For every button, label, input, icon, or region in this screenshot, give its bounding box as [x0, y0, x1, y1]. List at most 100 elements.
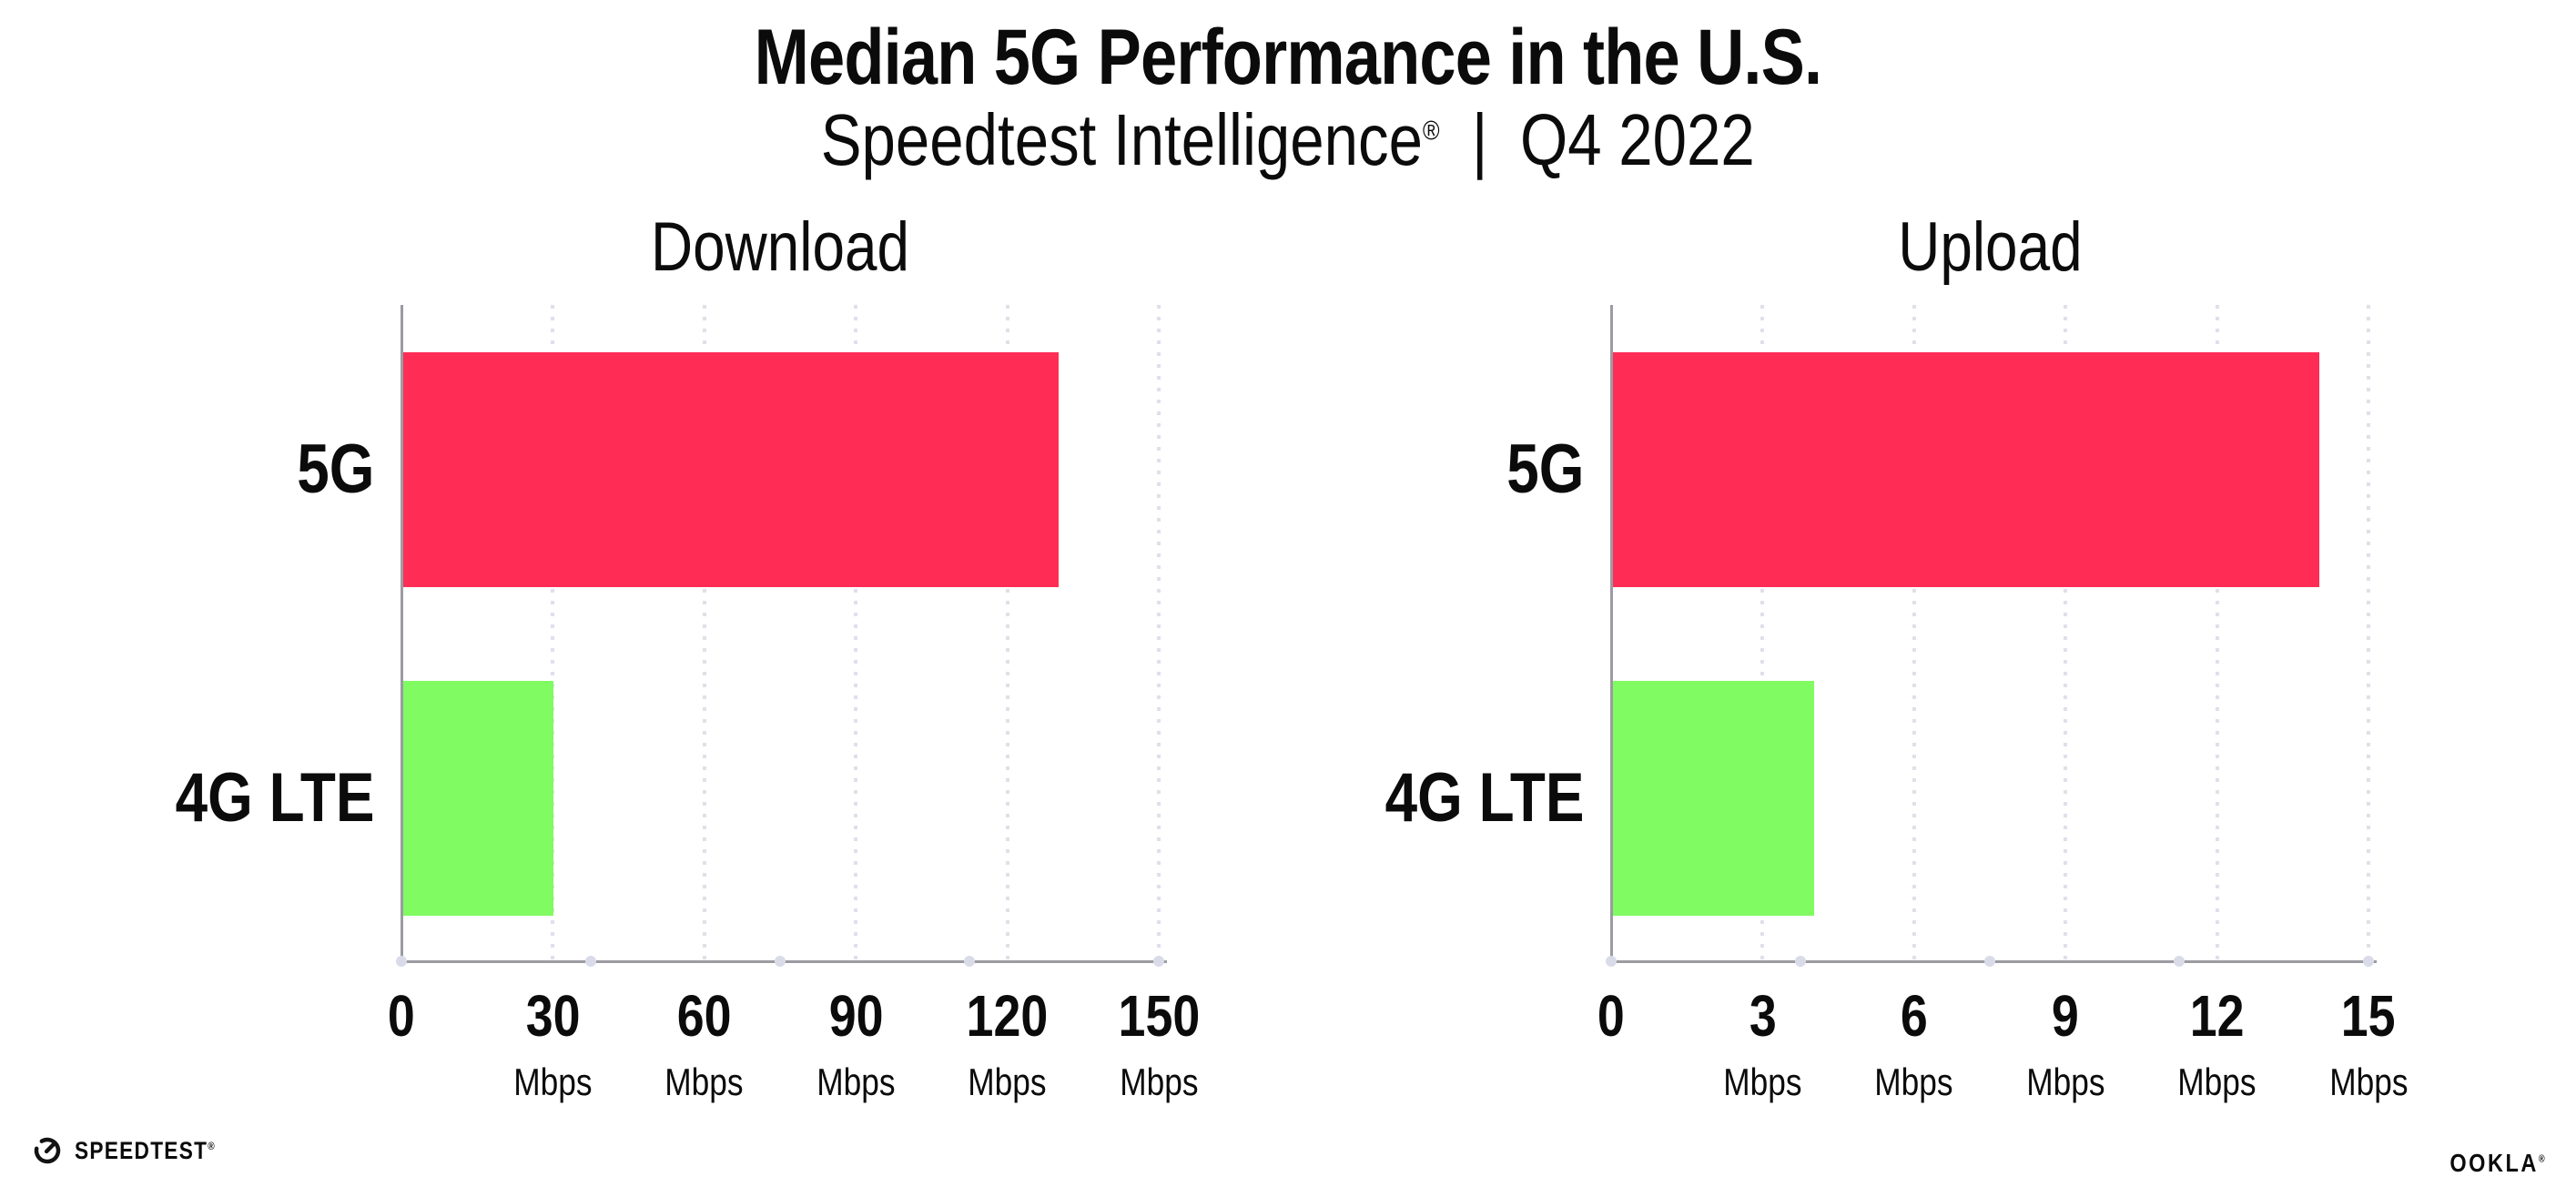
tick-label-90-text: 90 [828, 983, 884, 1049]
tick-label-150-text: 150 [1118, 983, 1200, 1049]
download-chart-title: Download [310, 208, 1250, 287]
speedtest-logo-wordmark: SPEEDTEST® [75, 1137, 216, 1165]
category-label-5g: 5G [1274, 433, 1584, 506]
tick-unit-120: Mbps [898, 1060, 1117, 1104]
category-label-5g: 5G [65, 433, 374, 506]
gridline-30 [551, 305, 555, 960]
tick-label-30: 30 [443, 982, 662, 1050]
axis-dot-1 [585, 956, 596, 967]
tick-unit-15: Mbps [2259, 1060, 2478, 1104]
axis-dot-2 [1984, 956, 1995, 967]
tick-label-60-text: 60 [676, 983, 732, 1049]
tick-label-12-text: 12 [2189, 983, 2245, 1049]
category-label-4g-lte: 4G LTE [1274, 762, 1584, 835]
tick-label-15: 15 [2259, 982, 2478, 1050]
tick-unit-9-text: Mbps [2026, 1060, 2105, 1103]
download-y-axis [401, 305, 403, 962]
tick-unit-60-text: Mbps [664, 1060, 744, 1103]
axis-dot-0 [1606, 956, 1617, 967]
tick-label-3-text: 3 [1749, 983, 1777, 1049]
gridline-9 [2064, 305, 2068, 960]
subtitle-divider: | [1472, 99, 1488, 180]
tick-unit-3: Mbps [1653, 1060, 1871, 1104]
tick-label-150: 150 [1050, 982, 1268, 1050]
page-subtitle-text: Speedtest Intelligence® | Q4 2022 [821, 98, 1755, 182]
tick-label-9-text: 9 [2052, 983, 2080, 1049]
ookla-logo-text: OOKLA [2449, 1149, 2539, 1177]
speedtest-logo-text: SPEEDTEST [75, 1136, 208, 1164]
gridline-6 [1912, 305, 1916, 960]
ookla-logo-wordmark: OOKLA® [2449, 1149, 2547, 1178]
gridline-3 [1760, 305, 1765, 960]
speedtest-gauge-icon [34, 1137, 61, 1164]
axis-dot-0 [396, 956, 407, 967]
category-label-4g-lte-text: 4G LTE [175, 759, 374, 837]
bar-5g-download [402, 352, 1060, 587]
subtitle-product: Speedtest Intelligence [820, 99, 1424, 180]
bar-5g-upload [1612, 352, 2319, 587]
category-label-4g-lte-text: 4G LTE [1384, 759, 1584, 837]
tick-unit-6-text: Mbps [1874, 1060, 1953, 1103]
tick-label-6: 6 [1805, 982, 2023, 1050]
category-label-5g-text: 5G [1506, 431, 1584, 508]
bar-4g-lte-upload [1612, 681, 1814, 916]
tick-unit-120-text: Mbps [968, 1060, 1047, 1103]
gridline-150 [1157, 305, 1161, 960]
tick-label-0-text: 0 [388, 983, 415, 1049]
tick-unit-3-text: Mbps [1723, 1060, 1802, 1103]
upload-y-axis [1610, 305, 1613, 962]
tick-label-15-text: 15 [2341, 983, 2396, 1049]
speedtest-logo: SPEEDTEST® [33, 1136, 242, 1165]
tick-unit-150: Mbps [1050, 1060, 1268, 1104]
category-label-5g-text: 5G [296, 431, 374, 508]
download-chart-title-text: Download [651, 208, 909, 286]
tick-unit-30-text: Mbps [513, 1060, 593, 1103]
tick-unit-60: Mbps [595, 1060, 814, 1104]
upload-chart-title-text: Upload [1897, 208, 2083, 286]
upload-chart-title: Upload [1520, 208, 2459, 287]
page-title: Median 5G Performance in the U.S. [0, 13, 2576, 103]
axis-dot-3 [2174, 956, 2185, 967]
category-label-4g-lte: 4G LTE [65, 762, 374, 835]
tick-label-3: 3 [1653, 982, 1871, 1050]
axis-dot-2 [775, 956, 786, 967]
tick-unit-9: Mbps [1956, 1060, 2175, 1104]
gridline-12 [2215, 305, 2219, 960]
gridline-120 [1005, 305, 1009, 960]
tick-label-120: 120 [898, 982, 1117, 1050]
axis-dot-1 [1795, 956, 1806, 967]
tick-unit-150-text: Mbps [1119, 1060, 1199, 1103]
tick-label-90: 90 [746, 982, 965, 1050]
tick-unit-6: Mbps [1805, 1060, 2023, 1104]
tick-label-0: 0 [1502, 982, 1720, 1050]
tick-unit-12-text: Mbps [2177, 1060, 2257, 1103]
page-subtitle: Speedtest Intelligence® | Q4 2022 [0, 98, 2576, 182]
tick-label-0: 0 [292, 982, 511, 1050]
gridline-90 [854, 305, 858, 960]
tick-unit-90-text: Mbps [816, 1060, 896, 1103]
tick-label-9: 9 [1956, 982, 2175, 1050]
tick-label-30-text: 30 [525, 983, 581, 1049]
subtitle-period: Q4 2022 [1520, 99, 1756, 180]
tick-label-60: 60 [595, 982, 814, 1050]
registered-mark-icon: ® [1423, 116, 1440, 147]
page-title-text: Median 5G Performance in the U.S. [754, 14, 1822, 101]
ookla-registered-mark: ® [2538, 1153, 2547, 1165]
tick-label-120-text: 120 [966, 983, 1049, 1049]
tick-unit-90: Mbps [746, 1060, 965, 1104]
axis-dot-3 [964, 956, 975, 967]
gridline-60 [702, 305, 706, 960]
tick-unit-12: Mbps [2108, 1060, 2327, 1104]
tick-label-0-text: 0 [1597, 983, 1625, 1049]
tick-label-6-text: 6 [1900, 983, 1928, 1049]
tick-unit-30: Mbps [443, 1060, 662, 1104]
axis-dot-4 [1153, 956, 1164, 967]
tick-unit-15-text: Mbps [2328, 1060, 2409, 1103]
speedtest-registered-mark: ® [208, 1139, 216, 1152]
axis-dot-4 [2363, 956, 2374, 967]
bar-4g-lte-download [402, 681, 554, 916]
gridline-15 [2367, 305, 2370, 960]
ookla-logo: OOKLA® [2431, 1149, 2547, 1178]
tick-label-12: 12 [2108, 982, 2327, 1050]
